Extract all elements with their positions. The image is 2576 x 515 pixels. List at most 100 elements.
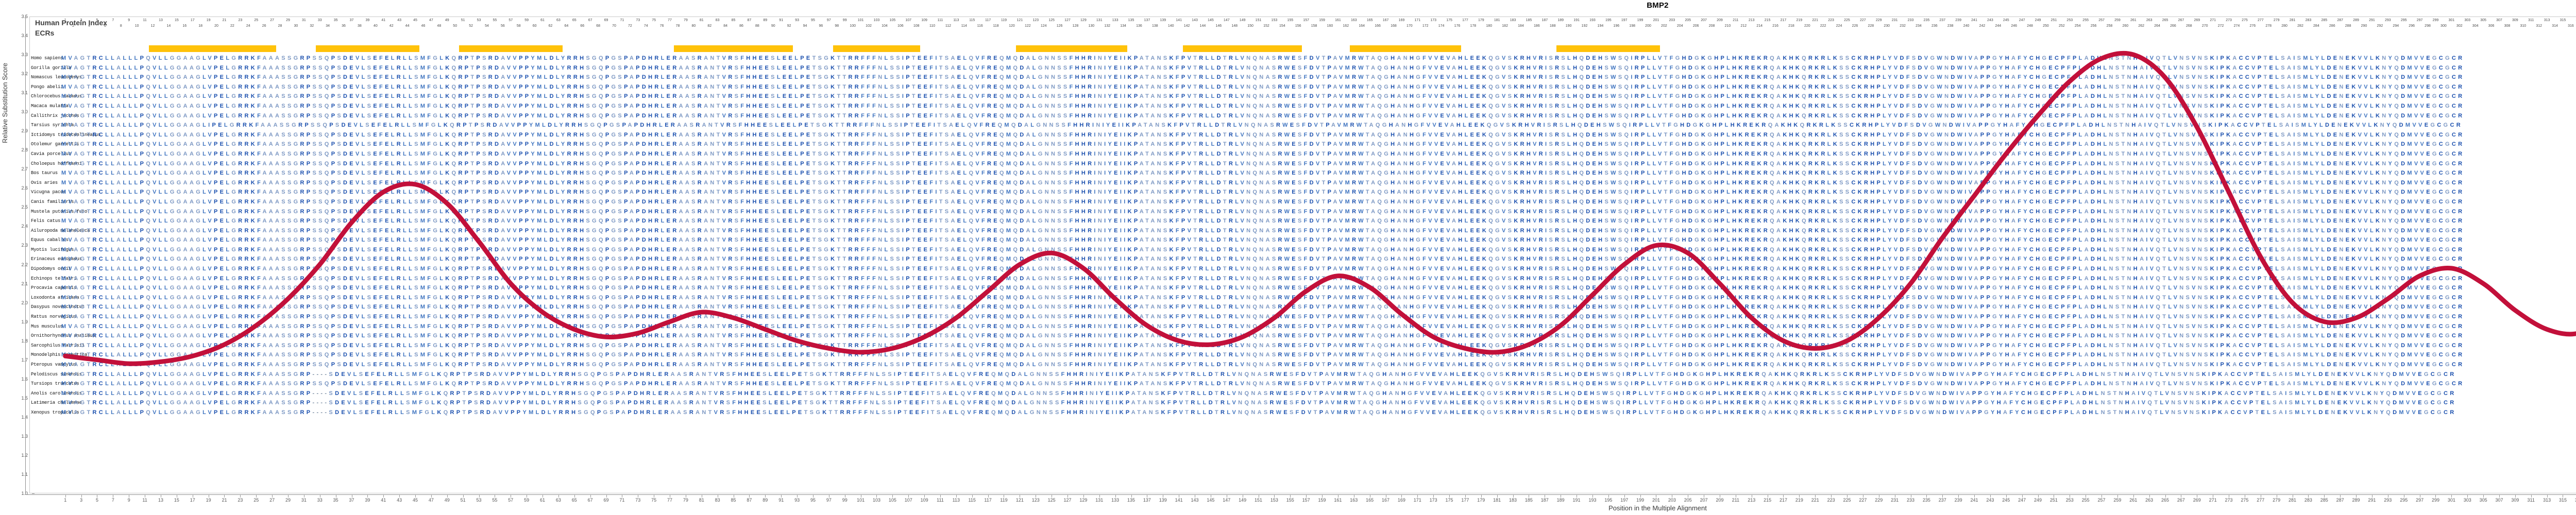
column-index-number: 186 [1534,24,1540,28]
column-index-number: 68 [596,24,600,28]
x-tick-label: 139 [1159,497,1167,503]
column-index-number: 312 [2536,24,2542,28]
x-tick-label: 79 [683,497,688,503]
x-tick-label: 73 [635,497,640,503]
column-index-number: 128 [1073,24,1079,28]
column-index-number: 218 [1788,24,1794,28]
column-index-number: 90 [771,24,775,28]
column-index-number: 142 [1184,24,1190,28]
column-index-number: 3 [80,19,82,22]
species-label: Equus caballus [31,235,117,245]
x-tick-mark [908,495,909,497]
column-index-number: 219 [1797,19,1803,22]
x-tick-label: 267 [2177,497,2185,503]
column-index-number: 170 [1406,24,1413,28]
x-tick-label: 157 [1302,497,1310,503]
column-index-number: 4 [88,24,90,28]
species-label: Loxodonta africana [31,293,117,303]
column-index-number: 258 [2107,24,2113,28]
x-tick-label: 163 [1350,497,1358,503]
x-tick-mark [558,495,559,497]
column-index-number: 96 [819,24,823,28]
x-tick-mark [256,495,257,497]
column-index-number: 232 [1900,24,1906,28]
column-index-number: 180 [1486,24,1492,28]
column-index-number: 55 [493,19,497,22]
column-index-number: 64 [564,24,568,28]
column-index-number: 141 [1176,19,1182,22]
x-tick-label: 47 [429,497,434,503]
y-tick-label: 1.9 [21,319,28,324]
legend-ecrs: ECRs [35,29,54,37]
column-index-number: 212 [1740,24,1747,28]
x-tick-label: 71 [619,497,624,503]
x-tick-mark [876,495,877,497]
column-index-number: 24 [246,24,250,28]
x-tick-label: 271 [2209,497,2217,503]
x-tick-label: 169 [1398,497,1405,503]
column-index-number: 214 [1756,24,1762,28]
column-index-number: 216 [1772,24,1778,28]
x-tick-mark [590,495,591,497]
column-index-number: 1 [64,19,66,22]
x-tick-label: 131 [1095,497,1103,503]
column-index-number: 15 [175,19,179,22]
species-label: Felis catus [31,216,117,226]
column-index-number: 247 [2019,19,2025,22]
column-index-number: 71 [620,19,624,22]
column-index-number: 221 [1812,19,1818,22]
x-tick-mark [1513,495,1514,497]
column-index-number: 194 [1598,24,1604,28]
x-tick-label: 171 [1414,497,1421,503]
column-index-number: 53 [477,19,481,22]
column-index-number: 92 [787,24,791,28]
x-tick-label: 117 [984,497,991,503]
x-tick-mark [399,495,400,497]
column-index-number: 154 [1279,24,1285,28]
alignment-sequence: MVAGTRCLLALLLPQVLLGGAAGLVPELGRRKFAAASSGR… [61,398,2456,408]
column-index-number: 276 [2250,24,2256,28]
column-index-number: 88 [755,24,759,28]
column-index-number: 17 [191,19,195,22]
x-tick-label: 31 [301,497,307,503]
column-index-number: 13 [159,19,163,22]
x-tick-label: 243 [1986,497,1994,503]
alignment-sequence: MVAGTRCLLALLLPQVLLGGAAGLVPELGRRKFAAASSGR… [61,63,2464,73]
column-index-number: 93 [795,19,799,22]
x-tick-mark [606,495,607,497]
column-index-number: 209 [1717,19,1723,22]
column-index-number: 49 [445,19,449,22]
x-tick-label: 309 [2511,497,2519,503]
x-tick-mark [447,495,448,497]
column-index-number: 313 [2544,19,2550,22]
x-tick-label: 179 [1477,497,1485,503]
x-tick-mark [1608,495,1609,497]
column-index-number: 257 [2098,19,2105,22]
column-index-number: 149 [1240,19,1246,22]
x-tick-label: 103 [873,497,880,503]
column-index-number: 153 [1272,19,1278,22]
column-index-number: 315 [2560,19,2566,22]
species-label: Homo sapiens [31,54,117,63]
column-index-number: 167 [1383,19,1389,22]
column-index-number: 20 [214,24,218,28]
column-index-number: 286 [2329,24,2335,28]
x-tick-mark [988,495,989,497]
species-label: Sarcophilus harrisii [31,341,117,351]
species-label: Tursiops truncatus [31,379,117,389]
y-tick-label: 3.0 [21,109,28,114]
column-index-number: 161 [1335,19,1341,22]
column-index-number: 250 [2043,24,2049,28]
column-index-number: 106 [897,24,904,28]
x-tick-label: 313 [2543,497,2551,503]
column-index-number: 181 [1494,19,1500,22]
column-index-number: 196 [1613,24,1619,28]
column-index-number: 5 [96,19,98,22]
column-index-number: 69 [604,19,608,22]
x-tick-label: 153 [1270,497,1278,503]
x-tick-label: 101 [857,497,865,503]
column-index-number: 77 [668,19,672,22]
column-index-number: 7 [112,19,114,22]
ecr-bar [1015,45,1127,52]
column-index-number: 268 [2186,24,2192,28]
